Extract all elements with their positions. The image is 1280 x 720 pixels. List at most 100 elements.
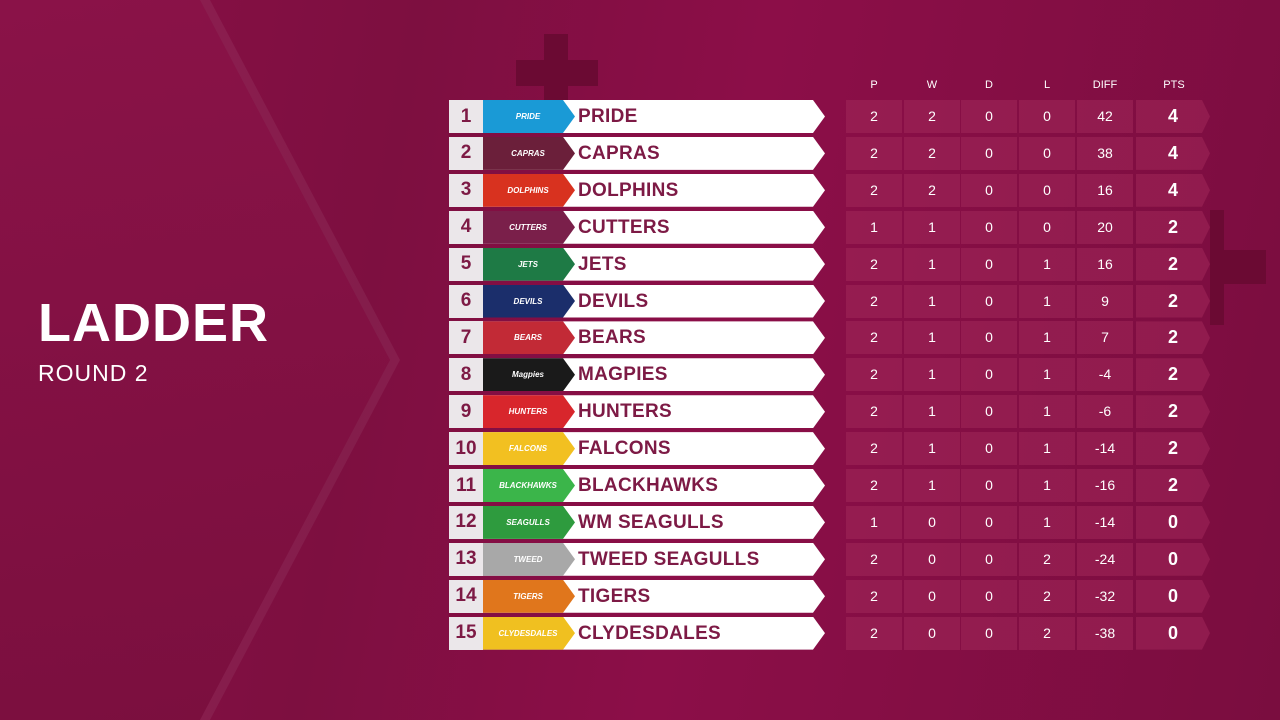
stat-p: 2 (846, 173, 902, 207)
stat-d: 0 (961, 395, 1017, 429)
stat-p: 2 (846, 247, 902, 281)
stat-d: 0 (961, 358, 1017, 392)
stat-w: 0 (904, 579, 960, 613)
stat-p: 2 (846, 579, 902, 613)
rank-number: 14 (449, 579, 483, 613)
table-row: 11 BLACKHAWKS BLACKHAWKS 2 1 0 1 -16 2 (449, 469, 1224, 502)
table-row: 1 PRIDE PRIDE 2 2 0 0 42 4 (449, 100, 1224, 133)
rank-number: 4 (449, 210, 483, 244)
rank-number: 13 (449, 542, 483, 576)
stat-diff: -14 (1077, 432, 1133, 466)
stat-d: 0 (961, 432, 1017, 466)
stat-pts: 0 (1136, 579, 1210, 613)
stat-w: 1 (904, 358, 960, 392)
stat-l: 0 (1019, 173, 1075, 207)
team-name: TWEED SEAGULLS (578, 548, 760, 570)
stat-p: 2 (846, 100, 902, 133)
stat-l: 1 (1019, 284, 1075, 318)
stat-l: 2 (1019, 542, 1075, 576)
stat-l: 0 (1019, 210, 1075, 244)
team-name: BEARS (578, 327, 647, 349)
team-name: DEVILS (578, 290, 649, 312)
team-logo-badge: BLACKHAWKS (499, 481, 557, 490)
stat-pts: 2 (1136, 210, 1210, 244)
stat-w: 0 (904, 542, 960, 576)
rank-number: 15 (449, 616, 483, 650)
header-diff: DIFF (1092, 79, 1118, 91)
table-row: 2 CAPRAS CAPRAS 2 2 0 0 38 4 (449, 136, 1224, 170)
stat-l: 1 (1019, 505, 1075, 539)
team-logo: JETS (483, 247, 575, 281)
team-name: MAGPIES (578, 364, 668, 386)
table-row: 9 HUNTERS HUNTERS 2 1 0 1 -6 2 (449, 395, 1224, 429)
team-name: CAPRAS (578, 142, 661, 164)
stat-p: 2 (846, 616, 902, 650)
stat-pts: 4 (1136, 100, 1210, 133)
stat-pts: 2 (1136, 469, 1210, 502)
stat-pts: 0 (1136, 542, 1210, 576)
table-row: 15 CLYDESDALES CLYDESDALES 2 0 0 2 -38 0 (449, 616, 1224, 650)
side-decoration (1210, 210, 1224, 325)
stat-d: 0 (961, 210, 1017, 244)
stat-diff: 7 (1077, 321, 1133, 355)
stat-diff: -4 (1077, 358, 1133, 392)
stat-diff: 20 (1077, 210, 1133, 244)
stat-diff: -14 (1077, 505, 1133, 539)
rank-number: 7 (449, 321, 483, 355)
stat-w: 2 (904, 173, 960, 207)
stat-pts: 4 (1136, 136, 1210, 170)
stat-w: 0 (904, 616, 960, 650)
rank-number: 5 (449, 247, 483, 281)
stat-l: 0 (1019, 100, 1075, 133)
stat-p: 2 (846, 469, 902, 502)
team-name: WM SEAGULLS (578, 511, 724, 533)
title-block: LADDER ROUND 2 (38, 296, 269, 387)
team-name: HUNTERS (578, 401, 672, 423)
table-row: 12 SEAGULLS WM SEAGULLS 1 0 0 1 -14 0 (449, 505, 1224, 539)
page-title: LADDER (38, 293, 269, 353)
stat-diff: 38 (1077, 136, 1133, 170)
stat-w: 1 (904, 469, 960, 502)
stat-p: 1 (846, 210, 902, 244)
team-logo-badge: JETS (517, 259, 538, 269)
team-logo: CAPRAS (483, 136, 575, 170)
team-logo-badge: PRIDE (515, 112, 541, 121)
rank-number: 3 (449, 173, 483, 207)
stat-diff: 16 (1077, 173, 1133, 207)
table-row: 3 DOLPHINS DOLPHINS 2 2 0 0 16 4 (449, 173, 1224, 207)
team-name: CLYDESDALES (578, 622, 722, 644)
team-logo: CLYDESDALES (483, 616, 575, 650)
team-logo: TWEED (483, 542, 575, 576)
team-name: PRIDE (578, 106, 638, 127)
rank-number: 11 (449, 469, 483, 502)
column-headers: P W D L DIFF PTS (0, 79, 1280, 95)
team-logo-badge: TIGERS (513, 591, 543, 601)
stat-w: 1 (904, 210, 960, 244)
team-logo: TIGERS (483, 579, 575, 613)
stat-l: 1 (1019, 321, 1075, 355)
stat-d: 0 (961, 469, 1017, 502)
stat-p: 2 (846, 542, 902, 576)
side-decoration-bar (1222, 250, 1266, 284)
stat-d: 0 (961, 247, 1017, 281)
team-name: JETS (578, 253, 627, 275)
team-logo: Magpies (483, 358, 575, 392)
stat-l: 0 (1019, 136, 1075, 170)
stat-d: 0 (961, 505, 1017, 539)
stat-l: 2 (1019, 579, 1075, 613)
table-row: 10 FALCONS FALCONS 2 1 0 1 -14 2 (449, 432, 1224, 466)
stat-d: 0 (961, 284, 1017, 318)
team-logo: DEVILS (483, 284, 575, 318)
table-row: 5 JETS JETS 2 1 0 1 16 2 (449, 247, 1224, 281)
header-w: W (926, 79, 938, 91)
table-row: 7 BEARS BEARS 2 1 0 1 7 2 (449, 321, 1224, 355)
stat-diff: -6 (1077, 395, 1133, 429)
stat-l: 1 (1019, 247, 1075, 281)
header-pts: PTS (1163, 79, 1185, 91)
team-name: TIGERS (578, 585, 651, 607)
stat-d: 0 (961, 542, 1017, 576)
team-logo-badge: CAPRAS (511, 148, 545, 158)
stat-p: 2 (846, 321, 902, 355)
stat-w: 2 (904, 136, 960, 170)
stat-w: 1 (904, 321, 960, 355)
